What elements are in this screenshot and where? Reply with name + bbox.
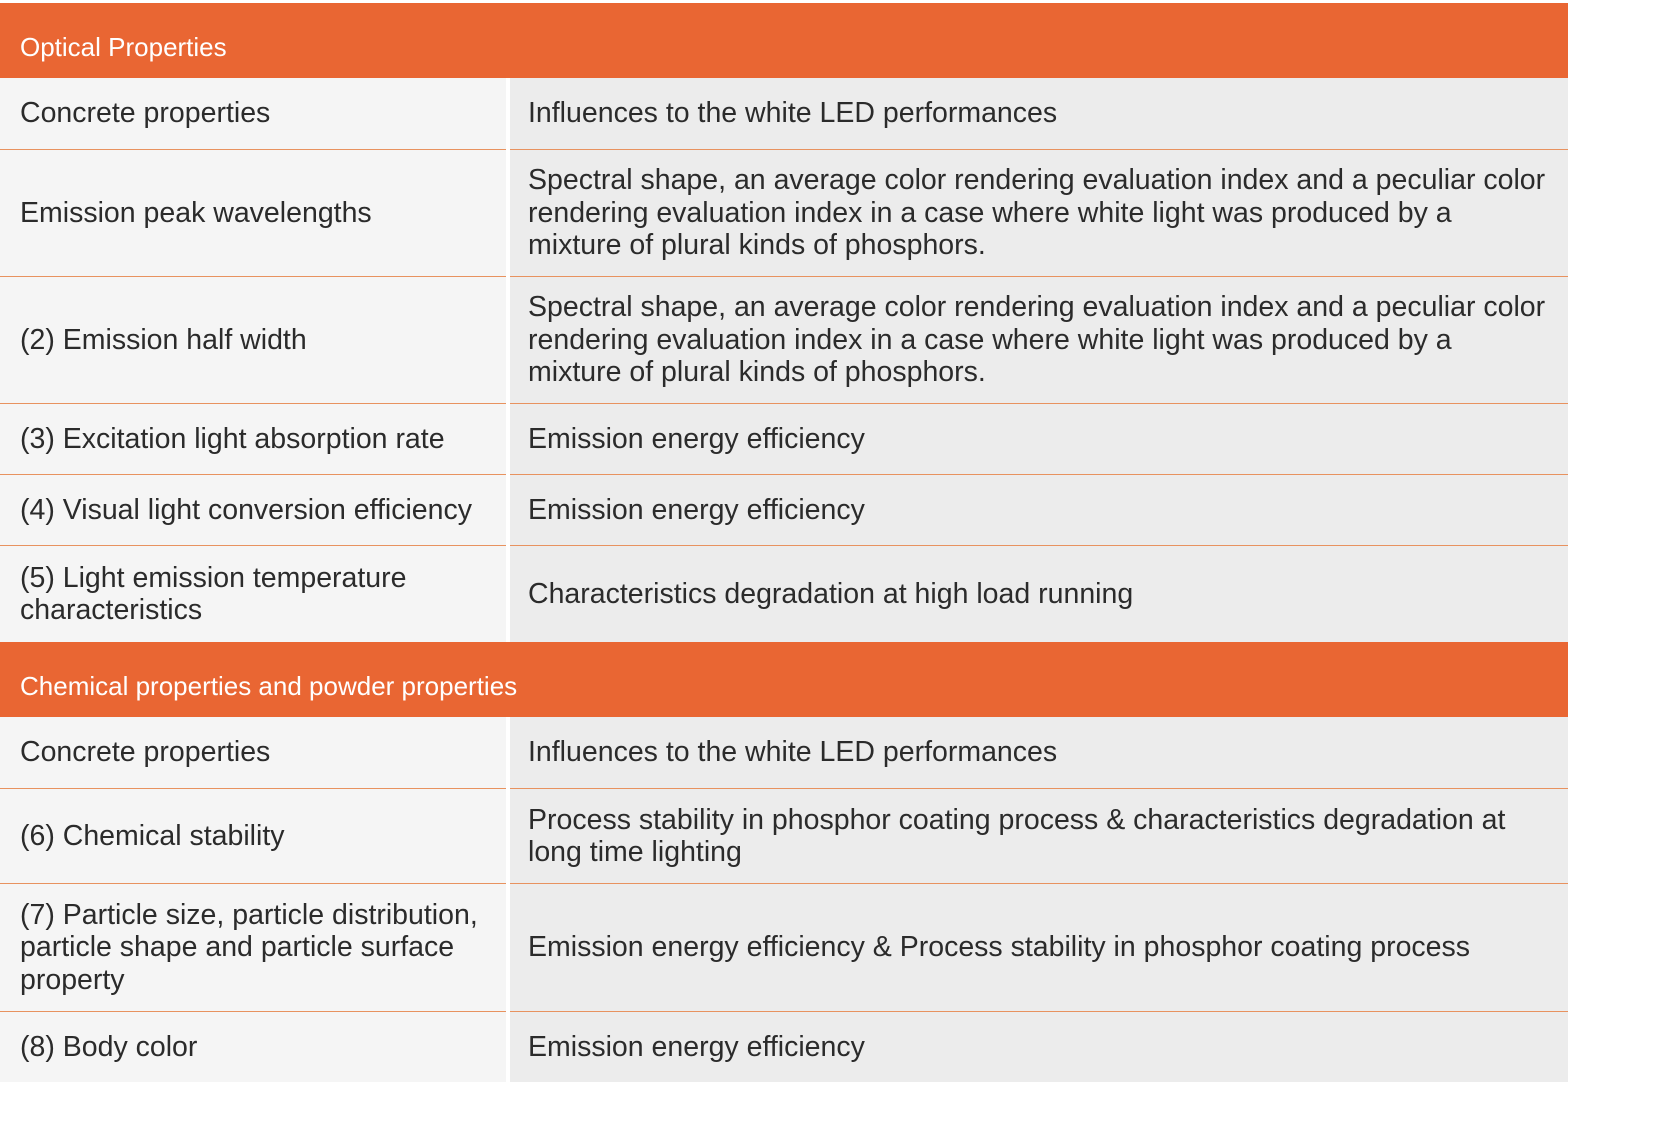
influence-cell: Spectral shape, an average color renderi… [510, 150, 1568, 277]
column-gap [506, 717, 510, 789]
section-title: Chemical properties and powder propertie… [20, 671, 518, 701]
column-gap [506, 789, 510, 884]
properties-table: Optical Properties Concrete properties I… [0, 0, 1568, 1082]
influence-cell: Spectral shape, an average color renderi… [510, 277, 1568, 404]
influence-cell: Influences to the white LED performances [510, 717, 1568, 789]
property-cell: (3) Excitation light absorption rate [0, 404, 506, 475]
section-title: Optical Properties [20, 32, 227, 62]
column-gap [506, 475, 510, 546]
table-top-edge [0, 0, 1568, 3]
property-cell: (6) Chemical stability [0, 789, 506, 884]
table-row: (8) Body color Emission energy efficienc… [0, 1012, 1568, 1082]
property-cell: (8) Body color [0, 1012, 506, 1082]
table-row: (5) Light emission temperature character… [0, 546, 1568, 642]
column-gap [506, 884, 510, 1012]
influence-cell: Characteristics degradation at high load… [510, 546, 1568, 642]
table-row: (3) Excitation light absorption rate Emi… [0, 404, 1568, 475]
section-header-chemical: Chemical properties and powder propertie… [0, 642, 1568, 717]
influence-cell: Process stability in phosphor coating pr… [510, 789, 1568, 884]
influence-cell: Emission energy efficiency [510, 475, 1568, 546]
column-gap [506, 78, 510, 150]
influence-cell: Emission energy efficiency [510, 1012, 1568, 1082]
column-gap [506, 1012, 510, 1082]
table-row: Concrete properties Influences to the wh… [0, 78, 1568, 150]
table-row: (7) Particle size, particle distribution… [0, 884, 1568, 1012]
table-row: (4) Visual light conversion efficiency E… [0, 475, 1568, 546]
influence-cell: Influences to the white LED performances [510, 78, 1568, 150]
property-cell: (4) Visual light conversion efficiency [0, 475, 506, 546]
section-header-optical: Optical Properties [0, 3, 1568, 78]
column-gap [506, 150, 510, 277]
table-row: (6) Chemical stability Process stability… [0, 789, 1568, 884]
property-cell: (7) Particle size, particle distribution… [0, 884, 506, 1012]
table-row: (2) Emission half width Spectral shape, … [0, 277, 1568, 404]
column-gap [506, 404, 510, 475]
influence-cell: Emission energy efficiency & Process sta… [510, 884, 1568, 1012]
table-row: Emission peak wavelengths Spectral shape… [0, 150, 1568, 277]
column-gap [506, 277, 510, 404]
property-cell: Emission peak wavelengths [0, 150, 506, 277]
table-row: Concrete properties Influences to the wh… [0, 717, 1568, 789]
property-cell: (5) Light emission temperature character… [0, 546, 506, 642]
influence-cell: Emission energy efficiency [510, 404, 1568, 475]
property-cell: Concrete properties [0, 78, 506, 150]
property-cell: (2) Emission half width [0, 277, 506, 404]
column-gap [506, 546, 510, 642]
property-cell: Concrete properties [0, 717, 506, 789]
